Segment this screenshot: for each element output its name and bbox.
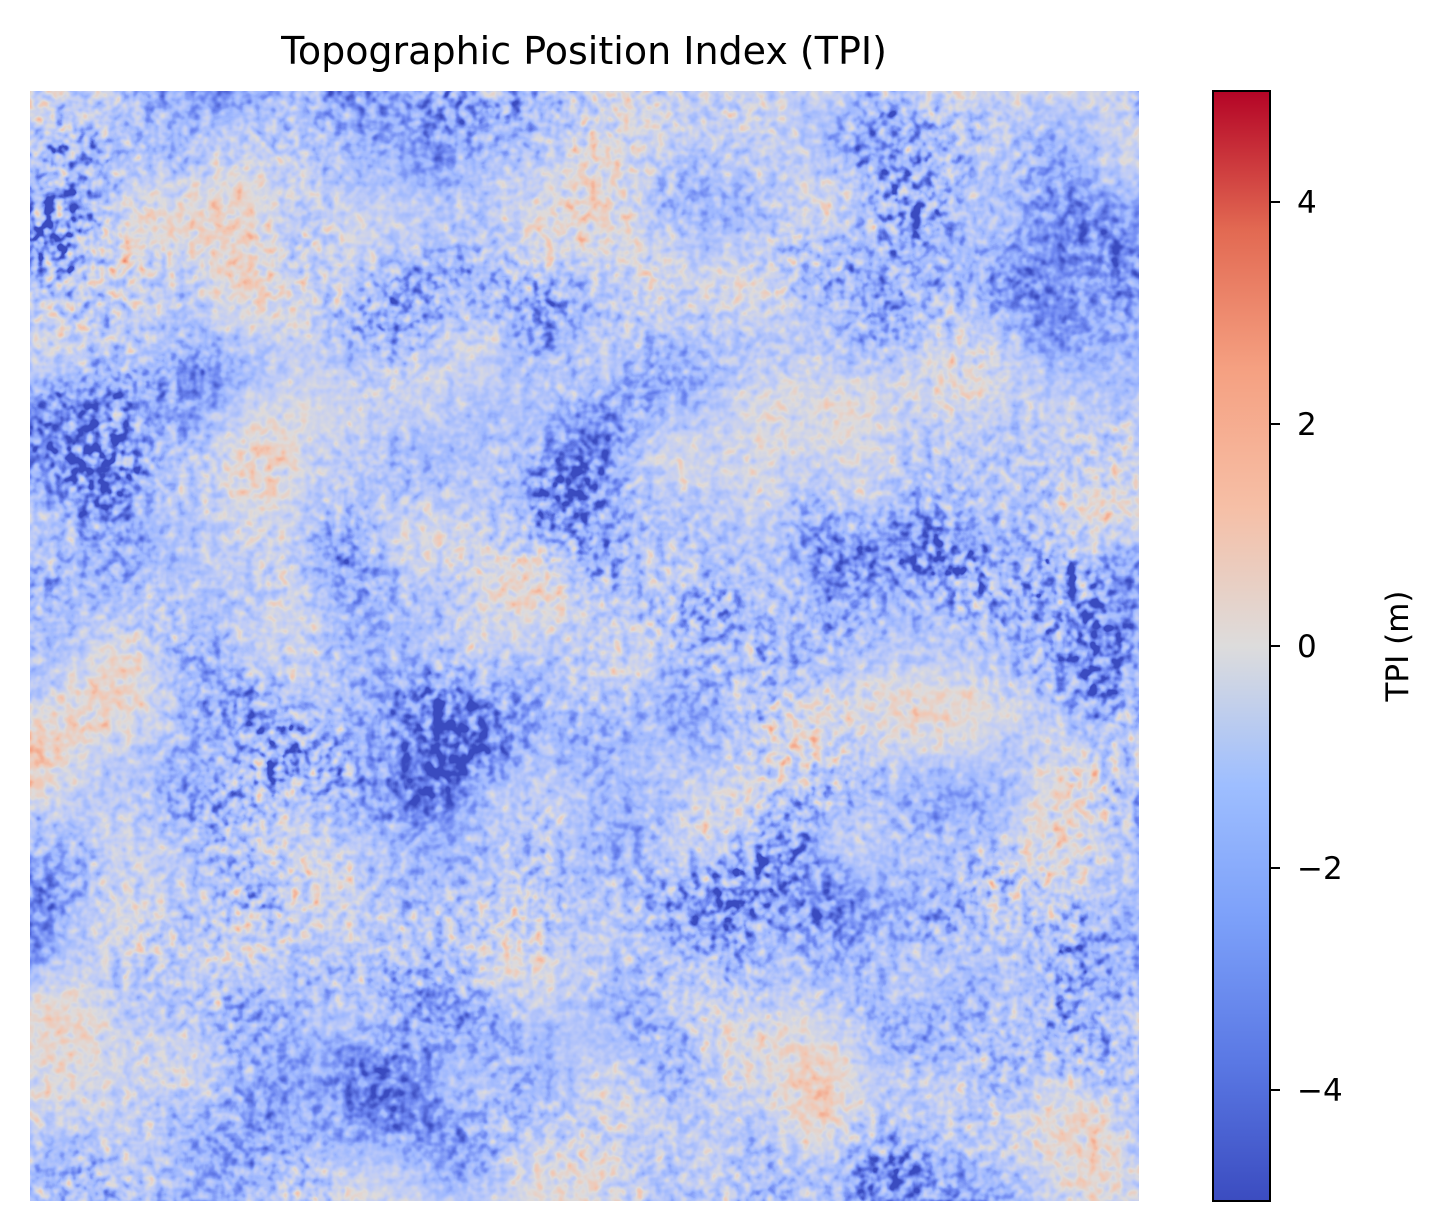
colorbar: −4 −2 0 2 4 TPI (m)	[1212, 90, 1416, 1202]
colorbar-tick-label: −4	[1297, 1073, 1343, 1109]
colorbar-tick-label: 4	[1297, 185, 1317, 221]
chart-title: Topographic Position Index (TPI)	[280, 29, 887, 73]
colorbar-tick-label: −2	[1297, 851, 1343, 887]
colorbar-gradient	[1212, 90, 1271, 1202]
heatmap-image	[30, 91, 1139, 1201]
colorbar-ticks: −4 −2 0 2 4	[1270, 185, 1343, 1109]
colorbar-label: TPI (m)	[1380, 590, 1416, 702]
colorbar-tick-label: 2	[1297, 407, 1317, 443]
colorbar-tick-label: 0	[1297, 629, 1317, 665]
